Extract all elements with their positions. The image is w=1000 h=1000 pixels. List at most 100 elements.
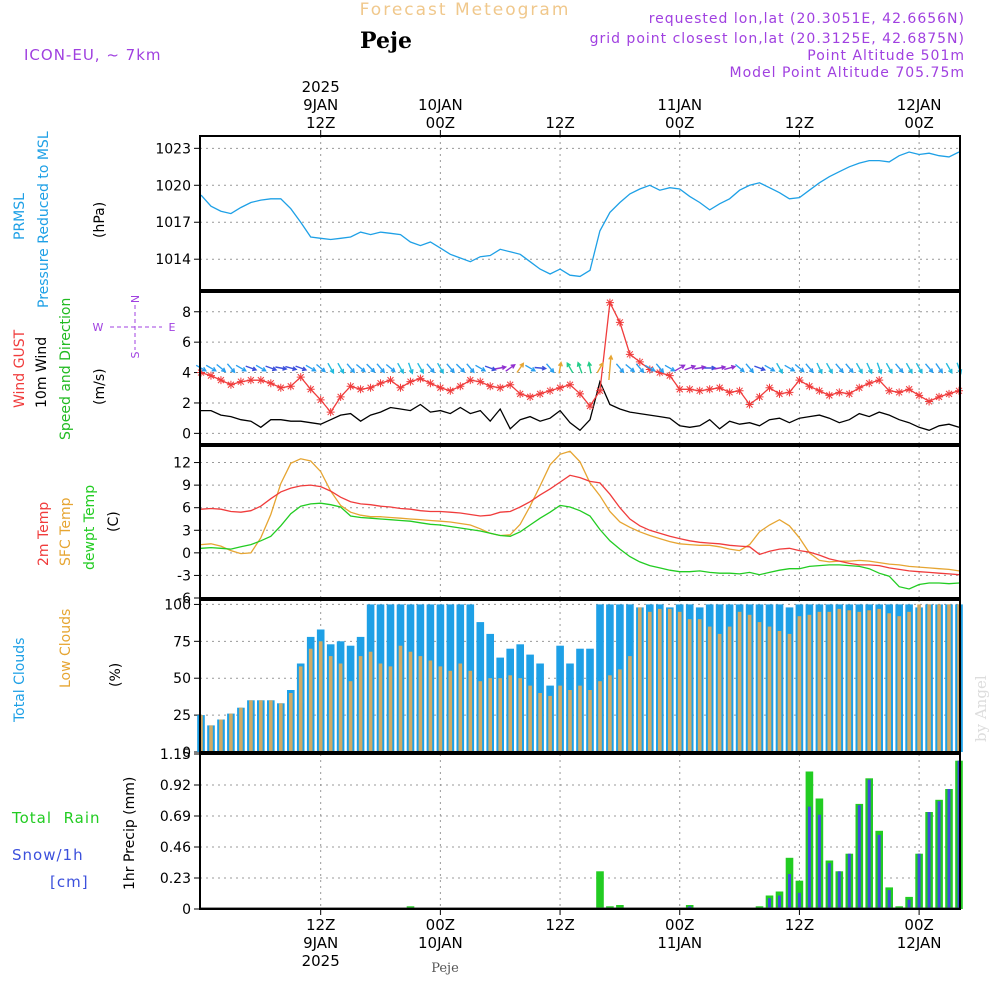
point-altitude: Point Altitude 501m (807, 48, 965, 64)
wind-gust-point (715, 383, 724, 392)
temperature-frame (199, 445, 961, 599)
top-axis-label: 12Z (785, 114, 814, 132)
wind-gust-point (705, 385, 714, 394)
top-axis-label: 9JAN (303, 96, 338, 114)
wind-gust-point (576, 389, 584, 398)
pressure-line (200, 151, 960, 278)
t2m-label: 2m Temp (36, 502, 52, 566)
compass-north: N (129, 295, 142, 303)
bottom-axis-label: 12Z (306, 916, 335, 934)
wind-direction-arrow (855, 362, 863, 375)
low-cloud-bar (239, 707, 243, 752)
wind-direction-arrow (475, 364, 487, 372)
low-cloud-bar (418, 656, 423, 752)
wind-direction-arrow (316, 363, 327, 373)
low-cloud-bar (249, 700, 253, 752)
footer-place: Peje (431, 961, 459, 976)
bottom-axis-label: 11JAN (657, 934, 702, 952)
wind-direction-arrow (734, 363, 745, 373)
wind-gust-point (526, 392, 535, 401)
wind-gust-point (566, 380, 575, 389)
bottom-axis-label: 2025 (302, 952, 340, 970)
wind-gust-point (296, 373, 305, 382)
wind-direction-arrow (704, 365, 717, 371)
low-cloud-bar (727, 626, 732, 752)
wind-direction-arrow (285, 365, 298, 372)
low-cloud-bar (209, 725, 213, 752)
sfc-temp-line (200, 450, 960, 572)
clouds-y-axis: 0 25 50 75 100 (164, 597, 200, 761)
wind-direction-arrow (385, 363, 396, 373)
snow-bar (797, 892, 801, 909)
wind-gust-point (316, 395, 325, 404)
snow-bar (788, 874, 791, 909)
wind-direction-arrow (924, 363, 934, 374)
wind-direction-arrow (226, 363, 236, 374)
top-axis-label: 2025 (302, 78, 340, 96)
clouds-ytick-label: 100 (164, 597, 191, 613)
wind-gust-point (486, 382, 495, 391)
wind-direction-arrow (245, 365, 258, 372)
wind-panel: 0 2 4 6 8 (182, 291, 964, 445)
snow-unit-label: [cm] (50, 873, 89, 891)
wind-gust-point (745, 400, 754, 409)
pressure-ytick-label: 1017 (155, 215, 191, 231)
low-cloud-bar (568, 690, 572, 752)
wind-gust-point (456, 382, 465, 391)
low-cloud-bar (847, 610, 852, 752)
top-axis-label: 11JAN (657, 96, 702, 114)
bottom-axis-label: 00Z (904, 916, 933, 934)
gust-label: Wind GUST (12, 329, 28, 408)
low-cloud-bar (388, 666, 393, 752)
low-cloud-bar (737, 611, 742, 752)
temperature-ytick-label: -3 (177, 568, 191, 584)
wind-direction-arrow (845, 363, 854, 374)
low-cloud-bar (697, 619, 702, 752)
pressure-panel: 1014 1017 1020 1023 (155, 135, 961, 291)
bottom-axis-label: 12Z (545, 916, 574, 934)
cloud-bars (197, 604, 963, 752)
wind-direction-arrow (205, 364, 217, 372)
wind-gust-point (685, 385, 694, 394)
top-axis-label: 00Z (426, 114, 455, 132)
temperature-ytick-label: 12 (173, 456, 191, 472)
wind-gust-point (595, 386, 604, 395)
low-cloud-bar (498, 678, 502, 752)
wind-direction-arrow (534, 365, 548, 371)
wind-gust-point (845, 389, 854, 398)
wind-direction-arrow (587, 361, 593, 374)
low-clouds-label: Low Clouds (58, 609, 74, 688)
wind-direction-arrow (664, 364, 676, 372)
pressure-labels: PRMSL Pressure Reduced to MSL (hPa) (12, 131, 108, 308)
low-cloud-bar (648, 611, 652, 752)
total-clouds-label: Total Clouds (12, 638, 28, 723)
wind-gust-point (246, 376, 255, 385)
temperature-ytick-label: -6 (177, 591, 191, 607)
wind-gust-point (665, 371, 674, 380)
wind-direction-arrow (505, 363, 516, 372)
wind-gust-point (615, 318, 624, 327)
snow-bar (807, 806, 811, 909)
wind-gust-point (346, 382, 355, 391)
wind-gust-point (276, 383, 285, 392)
wind-direction-arrow (494, 365, 508, 371)
wind-gust-point (825, 391, 834, 400)
wind-gust-point (556, 383, 565, 392)
wind-gust-point (366, 383, 375, 392)
pressure-frame (199, 135, 961, 291)
wind-gust-point (256, 376, 265, 385)
low-cloud-bar (348, 681, 353, 752)
wind-gust-point (815, 386, 824, 395)
rain-bar (616, 905, 624, 909)
wind-unit: (m/s) (92, 368, 108, 405)
clouds-ytick-label: 0 (182, 745, 191, 761)
wind-direction-arrow (295, 365, 308, 372)
top-axis-label: 12Z (545, 114, 574, 132)
wind-gust-point (905, 385, 914, 394)
compass-east: E (169, 321, 176, 334)
low-cloud-bar (558, 685, 562, 752)
wind-gust-point (885, 386, 894, 395)
low-cloud-bar (478, 681, 483, 752)
clouds-frame (199, 599, 961, 753)
